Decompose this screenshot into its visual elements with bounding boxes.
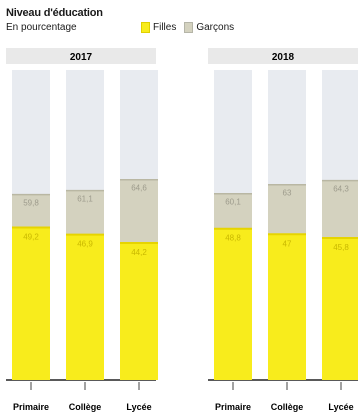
value-label-garcons-2018-2: 64,3 [333,185,349,194]
value-label-filles-2018-0: 48,8 [225,234,241,243]
value-label-garcons-2017-2: 64,6 [131,184,147,193]
value-label-garcons-2017-1: 61,1 [77,195,93,204]
bar-filles-2017-0 [12,227,50,380]
value-label-filles-2017-1: 46,9 [77,240,93,249]
category-label-2018-0: Primaire [215,402,251,412]
category-label-2017-1: Collège [69,402,102,412]
chart-subtitle: En pourcentage [6,22,77,33]
legend-item-garcons: Garçons [184,22,234,33]
bar-filles-2017-1 [66,234,104,380]
category-label-2018-1: Collège [271,402,304,412]
panel-header-2018 [208,48,358,64]
category-label-2017-0: Primaire [13,402,49,412]
legend-item-filles: Filles [141,22,176,33]
value-label-filles-2018-1: 47 [283,239,292,248]
category-label-2017-2: Lycée [126,402,151,412]
bar-filles-2018-2 [322,238,358,380]
panel-title-2017: 2017 [70,52,93,63]
chart-title: Niveau d'éducation [6,7,103,19]
value-label-filles-2018-2: 45,8 [333,243,349,252]
value-label-garcons-2017-0: 59,8 [23,199,39,208]
bar-filles-2018-0 [214,228,252,380]
legend-label-garcons: Garçons [196,22,235,33]
bar-filles-2017-2 [120,242,158,380]
legend-label-filles: Filles [153,22,177,33]
legend: Filles Garçons [141,22,242,33]
value-label-filles-2017-0: 49,2 [23,232,39,241]
value-label-filles-2017-2: 44,2 [131,248,147,257]
value-label-garcons-2018-0: 60,1 [225,198,241,207]
category-label-2018-2: Lycée [328,402,353,412]
bar-filles-2018-1 [268,234,306,380]
legend-swatch-filles [141,22,150,33]
value-label-garcons-2018-1: 63 [283,189,292,198]
panel-header-2017 [6,48,156,64]
panel-title-2018: 2018 [272,52,295,63]
legend-swatch-garcons [184,22,194,33]
